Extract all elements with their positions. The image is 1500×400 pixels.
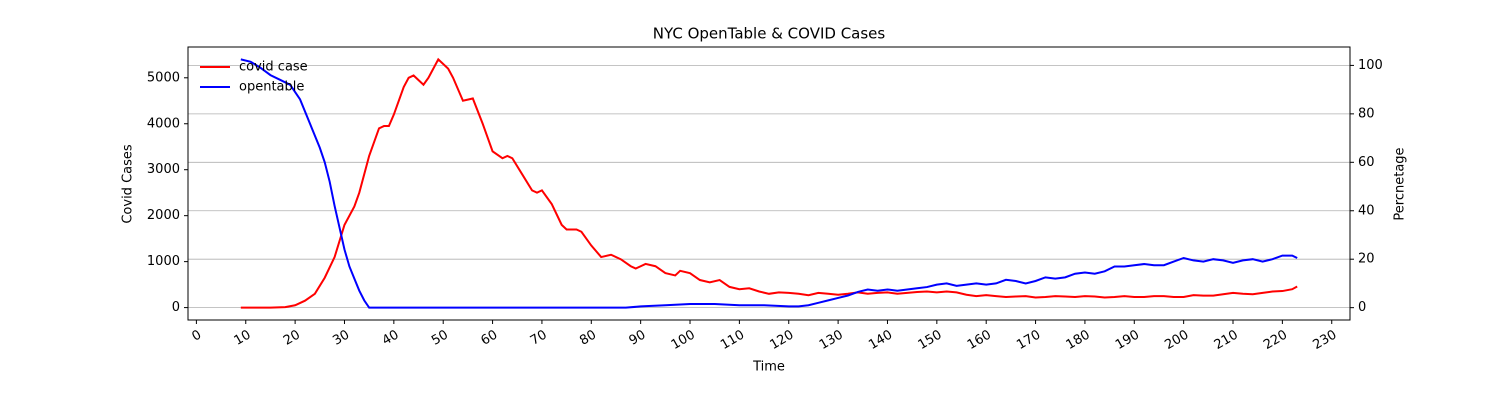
y2-tick-label: 60: [1358, 155, 1375, 170]
data-line: [240, 58, 1298, 309]
y-tick-label: 2000: [147, 208, 180, 223]
y2-axis-label: Percnetage: [1393, 147, 1408, 220]
legend-label: covid case: [239, 60, 308, 75]
y-tick-label: 0: [172, 300, 180, 315]
y-tick-label: 3000: [147, 162, 180, 177]
x-tick-label: 90: [627, 328, 649, 349]
y2-tick-label: 20: [1358, 252, 1375, 267]
y-tick-label: 5000: [147, 70, 180, 85]
y-tick-label: 1000: [147, 254, 180, 269]
y-axis-label: Covid Cases: [121, 144, 136, 224]
chart-title: NYC OpenTable & COVID Cases: [653, 25, 886, 43]
x-tick-label: 10: [232, 328, 254, 349]
x-tick-label: 30: [330, 328, 352, 349]
y2-tick-label: 80: [1358, 106, 1375, 121]
x-axis-label: Time: [752, 360, 785, 375]
x-tick-label: 70: [528, 328, 550, 349]
y2-tick-label: 0: [1358, 300, 1366, 315]
data-line: [240, 57, 1298, 309]
x-tick-label: 20: [281, 328, 303, 349]
y2-tick-label: 100: [1358, 58, 1383, 73]
legend-label: opentable: [239, 80, 304, 95]
x-tick-label: 40: [380, 328, 402, 349]
y2-tick-label: 40: [1358, 203, 1375, 218]
plot-frame: [187, 46, 1351, 321]
x-tick-label: 50: [429, 328, 451, 349]
x-tick-label: 60: [478, 328, 500, 349]
x-tick-label: 80: [577, 328, 599, 349]
y-tick-label: 4000: [147, 116, 180, 131]
